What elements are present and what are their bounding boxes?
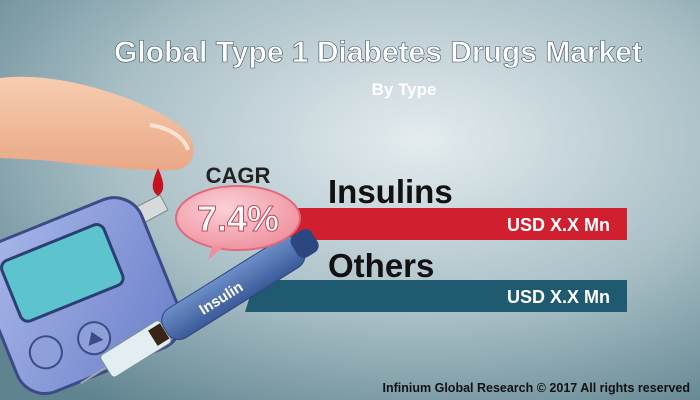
cagr-bubble	[175, 185, 301, 251]
meter-button	[28, 335, 63, 370]
title: Global Type 1 Diabetes Drugs Market	[114, 36, 642, 69]
cagr-value: 7.4%	[197, 198, 279, 239]
blood-drop	[152, 168, 164, 196]
bar-value-label: USD X.X Mn	[507, 287, 610, 307]
pen-cap	[290, 229, 319, 258]
subtitle: By Type	[372, 80, 437, 99]
bar-label: Others	[328, 247, 434, 284]
bar-value-label: USD X.X Mn	[507, 215, 610, 235]
meter-arrow	[88, 331, 104, 346]
cagr-label: CAGR	[206, 163, 271, 188]
cagr-bubble-tail	[208, 246, 225, 260]
fingernail	[149, 123, 190, 151]
bar	[245, 280, 627, 312]
pen-needle	[80, 366, 107, 385]
insulin-pen: Insulin	[80, 229, 319, 385]
finger	[0, 76, 194, 171]
bar	[280, 208, 627, 240]
meter-screen	[0, 223, 125, 323]
bar-label: Insulins	[328, 173, 453, 210]
footer: Infinium Global Research © 2017 All righ…	[383, 381, 690, 395]
pen-plunger	[148, 323, 170, 346]
